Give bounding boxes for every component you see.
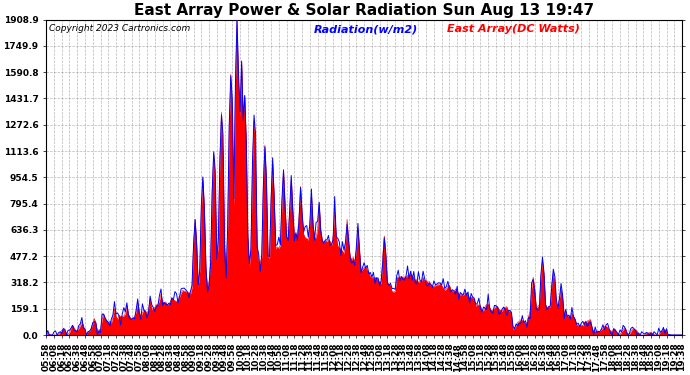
Title: East Array Power & Solar Radiation Sun Aug 13 19:47: East Array Power & Solar Radiation Sun A… xyxy=(134,3,594,18)
Text: East Array(DC Watts): East Array(DC Watts) xyxy=(447,24,580,34)
Text: Radiation(w/m2): Radiation(w/m2) xyxy=(313,24,417,34)
Text: Copyright 2023 Cartronics.com: Copyright 2023 Cartronics.com xyxy=(50,24,190,33)
